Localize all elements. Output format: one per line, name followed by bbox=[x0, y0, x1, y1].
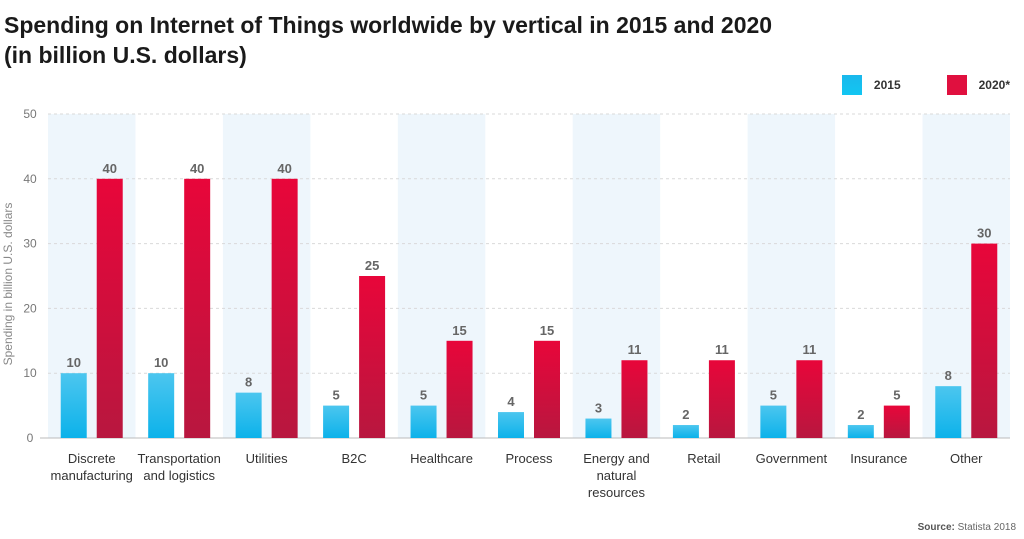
data-label: 10 bbox=[154, 355, 168, 370]
bar-2020[interactable] bbox=[446, 340, 473, 438]
category-label: Utilities bbox=[246, 451, 288, 466]
category-label-line: Discrete bbox=[68, 451, 116, 466]
category-label-line: Process bbox=[506, 451, 553, 466]
legend-swatch-2015 bbox=[841, 75, 862, 95]
bar-2015[interactable] bbox=[585, 418, 612, 438]
bar-2020[interactable] bbox=[971, 243, 998, 438]
data-label: 5 bbox=[893, 388, 900, 403]
category-label-line: Utilities bbox=[246, 451, 288, 466]
category-label: Insurance bbox=[850, 451, 907, 466]
bar-2015[interactable] bbox=[847, 425, 874, 438]
data-label: 2 bbox=[857, 407, 864, 422]
bar-2020[interactable] bbox=[708, 360, 735, 438]
category-label: Energy and natural resources bbox=[583, 451, 650, 500]
chart-title-line1: Spending on Internet of Things worldwide… bbox=[4, 12, 773, 38]
category-label-line: manufacturing bbox=[51, 468, 133, 483]
bar-2020[interactable] bbox=[271, 178, 298, 439]
category-label-line: Healthcare bbox=[410, 451, 473, 466]
data-label: 40 bbox=[277, 161, 291, 176]
legend: 2015 2020* bbox=[841, 74, 1010, 96]
data-label: 2 bbox=[682, 407, 689, 422]
bar-2015[interactable] bbox=[760, 405, 787, 438]
data-label: 30 bbox=[977, 226, 991, 241]
data-label: 15 bbox=[540, 323, 554, 338]
bar-2020[interactable] bbox=[883, 405, 910, 438]
bar-2015[interactable] bbox=[672, 425, 699, 438]
category-label: Other bbox=[950, 451, 983, 466]
data-label: 8 bbox=[245, 375, 252, 390]
bar-2015[interactable] bbox=[498, 412, 524, 438]
chart-title-line2: (in billion U.S. dollars) bbox=[4, 42, 247, 68]
category-label-line: Transportation bbox=[138, 451, 221, 466]
category-label-line: Insurance bbox=[850, 451, 907, 466]
bar-2015[interactable] bbox=[410, 405, 437, 438]
data-label: 40 bbox=[102, 161, 116, 176]
y-tick-label: 10 bbox=[23, 366, 37, 380]
data-label: 5 bbox=[770, 388, 777, 403]
category-label: Retail bbox=[687, 451, 720, 466]
bar-2020[interactable] bbox=[359, 276, 386, 438]
bar-2015[interactable] bbox=[60, 373, 87, 438]
bar-2020[interactable] bbox=[534, 340, 560, 438]
legend-label-2020: 2020* bbox=[978, 78, 1010, 92]
data-label: 40 bbox=[190, 161, 204, 176]
data-label: 11 bbox=[715, 342, 729, 357]
category-label-line: resources bbox=[588, 485, 646, 500]
source-text: Statista 2018 bbox=[957, 522, 1016, 533]
data-label: 25 bbox=[365, 258, 379, 273]
category-label-line: Retail bbox=[687, 451, 720, 466]
y-tick-label: 50 bbox=[23, 107, 37, 121]
category-label: Government bbox=[756, 451, 828, 466]
category-label-line: Government bbox=[756, 451, 828, 466]
category-label-line: and logistics bbox=[143, 468, 215, 483]
category-label: Transportation and logistics bbox=[138, 451, 221, 483]
data-label: 11 bbox=[802, 342, 816, 357]
category-label: B2C bbox=[341, 451, 366, 466]
data-label: 3 bbox=[595, 401, 602, 416]
legend-label-2015: 2015 bbox=[873, 78, 901, 92]
data-label: 5 bbox=[420, 388, 427, 403]
bar-2020[interactable] bbox=[621, 360, 648, 438]
bar-2020[interactable] bbox=[796, 360, 823, 438]
category-label: Process bbox=[506, 451, 553, 466]
y-tick-label: 20 bbox=[23, 301, 37, 315]
chart-title: Spending on Internet of Things worldwide… bbox=[4, 10, 772, 70]
bar-2015[interactable] bbox=[935, 386, 962, 438]
bar-2015[interactable] bbox=[148, 373, 175, 438]
source-label: Source: bbox=[917, 522, 955, 533]
y-tick-label: 30 bbox=[23, 237, 37, 251]
legend-item-2020[interactable]: 2020* bbox=[946, 75, 1010, 95]
category-label: Healthcare bbox=[410, 451, 473, 466]
bar-2015[interactable] bbox=[323, 405, 350, 438]
legend-item-2015[interactable]: 2015 bbox=[841, 75, 901, 95]
data-label: 5 bbox=[332, 388, 339, 403]
category-label-line: natural bbox=[597, 468, 637, 483]
data-label: 15 bbox=[452, 323, 466, 338]
data-label: 11 bbox=[628, 342, 642, 357]
y-axis-label: Spending in billion U.S. dollars bbox=[1, 203, 15, 366]
data-label: 10 bbox=[66, 355, 80, 370]
category-label-line: B2C bbox=[341, 451, 366, 466]
data-label: 4 bbox=[507, 394, 515, 409]
y-tick-label: 40 bbox=[23, 172, 37, 186]
source-note: Source: Statista 2018 bbox=[918, 522, 1016, 533]
bar-2020[interactable] bbox=[96, 178, 123, 439]
category-label-line: Other bbox=[950, 451, 983, 466]
category-label: Discrete manufacturing bbox=[51, 451, 133, 483]
bar-2015[interactable] bbox=[235, 392, 262, 438]
bar-2020[interactable] bbox=[184, 178, 211, 439]
legend-swatch-2020 bbox=[946, 75, 967, 95]
data-label: 8 bbox=[945, 368, 952, 383]
y-tick-label: 0 bbox=[27, 431, 34, 445]
category-label-line: Energy and bbox=[583, 451, 650, 466]
